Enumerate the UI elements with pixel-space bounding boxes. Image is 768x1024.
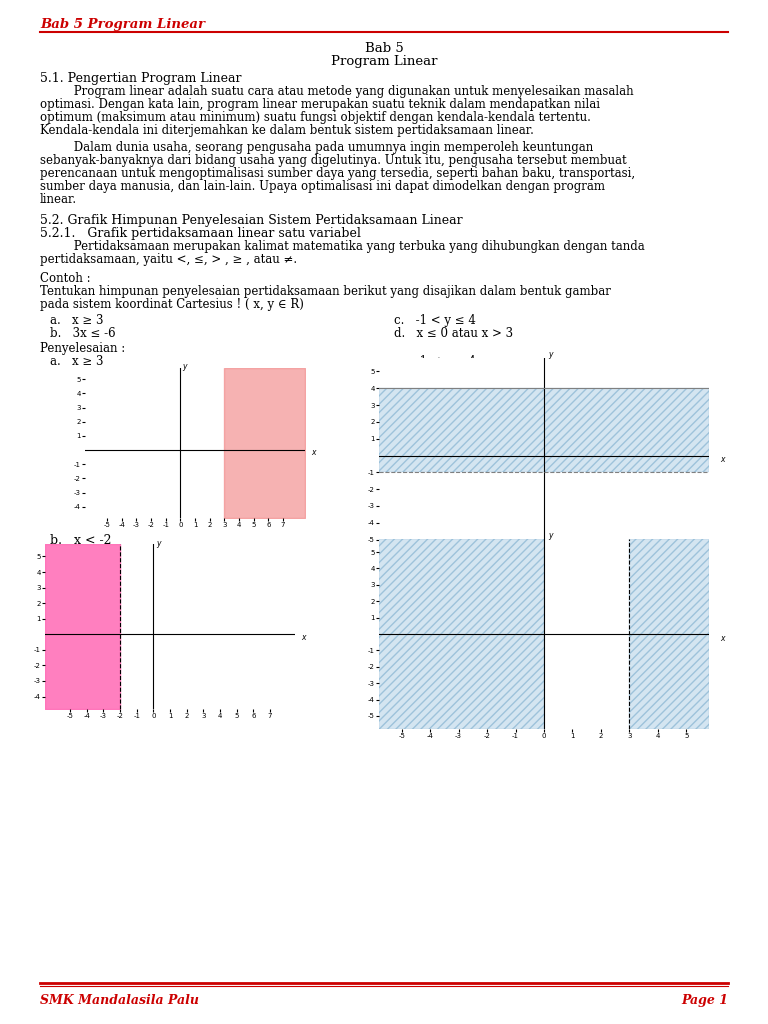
Text: perencanaan untuk mengoptimalisasi sumber daya yang tersedia, seperti bahan baku: perencanaan untuk mengoptimalisasi sumbe… [40,167,635,180]
Text: pertidaksamaan, yaitu <, ≤, > , ≥ , atau ≠.: pertidaksamaan, yaitu <, ≤, > , ≥ , atau… [40,253,297,266]
Text: y: y [548,531,553,541]
Text: optimasi. Dengan kata lain, program linear merupakan suatu teknik dalam mendapat: optimasi. Dengan kata lain, program line… [40,98,600,111]
Text: a.   x ≥ 3: a. x ≥ 3 [50,355,104,368]
Text: x: x [302,633,306,642]
Text: Bab 5: Bab 5 [365,42,403,55]
Text: a.   x ≥ 3: a. x ≥ 3 [50,314,104,327]
Text: x: x [311,449,316,458]
Text: Contoh :: Contoh : [40,272,91,285]
Text: d.   x ≤ 0 atau x > 3: d. x ≤ 0 atau x > 3 [394,327,513,340]
Text: Tentukan himpunan penyelesaian pertidaksamaan berikut yang disajikan dalam bentu: Tentukan himpunan penyelesaian pertidaks… [40,285,611,298]
Text: y: y [156,539,161,548]
Text: 5.2. Grafik Himpunan Penyelesaian Sistem Pertidaksamaan Linear: 5.2. Grafik Himpunan Penyelesaian Sistem… [40,214,462,227]
Text: b.   x < -2: b. x < -2 [50,534,111,547]
Text: Dalam dunia usaha, seorang pengusaha pada umumnya ingin memperoleh keuntungan: Dalam dunia usaha, seorang pengusaha pad… [40,141,593,154]
Text: c.   -1 < y ≤ 4: c. -1 < y ≤ 4 [394,355,476,368]
Text: x: x [720,634,725,643]
Text: pada sistem koordinat Cartesius ! ( x, y ∈ R): pada sistem koordinat Cartesius ! ( x, y… [40,298,304,311]
Text: optimum (maksimum atau minimum) suatu fungsi objektif dengan kendala-kendala ter: optimum (maksimum atau minimum) suatu fu… [40,111,591,124]
Text: Pertidaksamaan merupakan kalimat matematika yang terbuka yang dihubungkan dengan: Pertidaksamaan merupakan kalimat matemat… [40,240,645,253]
Text: b.   3x ≤ -6: b. 3x ≤ -6 [50,327,116,340]
Text: sumber daya manusia, dan lain-lain. Upaya optimalisasi ini dapat dimodelkan deng: sumber daya manusia, dan lain-lain. Upay… [40,180,605,193]
Text: linear.: linear. [40,193,77,206]
Text: y: y [183,362,187,372]
Text: Page 1: Page 1 [681,994,728,1007]
Text: d.   x ≤ 0 atau x > 3: d. x ≤ 0 atau x > 3 [394,534,521,547]
Text: 5.1. Pengertian Program Linear: 5.1. Pengertian Program Linear [40,72,241,85]
Text: Bab 5 Program Linear: Bab 5 Program Linear [40,18,205,31]
Text: Program Linear: Program Linear [331,55,437,68]
Text: Program linear adalah suatu cara atau metode yang digunakan untuk menyelesaikan : Program linear adalah suatu cara atau me… [40,85,634,98]
Text: y: y [548,350,553,359]
Text: x: x [720,456,725,464]
Text: c.   -1 < y ≤ 4: c. -1 < y ≤ 4 [394,314,476,327]
Text: 5.2.1.   Grafik pertidaksamaan linear satu variabel: 5.2.1. Grafik pertidaksamaan linear satu… [40,227,361,240]
Text: Penyelesaian :: Penyelesaian : [40,342,125,355]
Text: Kendala-kendala ini diterjemahkan ke dalam bentuk sistem pertidaksamaan linear.: Kendala-kendala ini diterjemahkan ke dal… [40,124,534,137]
Text: SMK Mandalasila Palu: SMK Mandalasila Palu [40,994,199,1007]
Text: sebanyak-banyaknya dari bidang usaha yang digelutinya. Untuk itu, pengusaha ters: sebanyak-banyaknya dari bidang usaha yan… [40,154,627,167]
